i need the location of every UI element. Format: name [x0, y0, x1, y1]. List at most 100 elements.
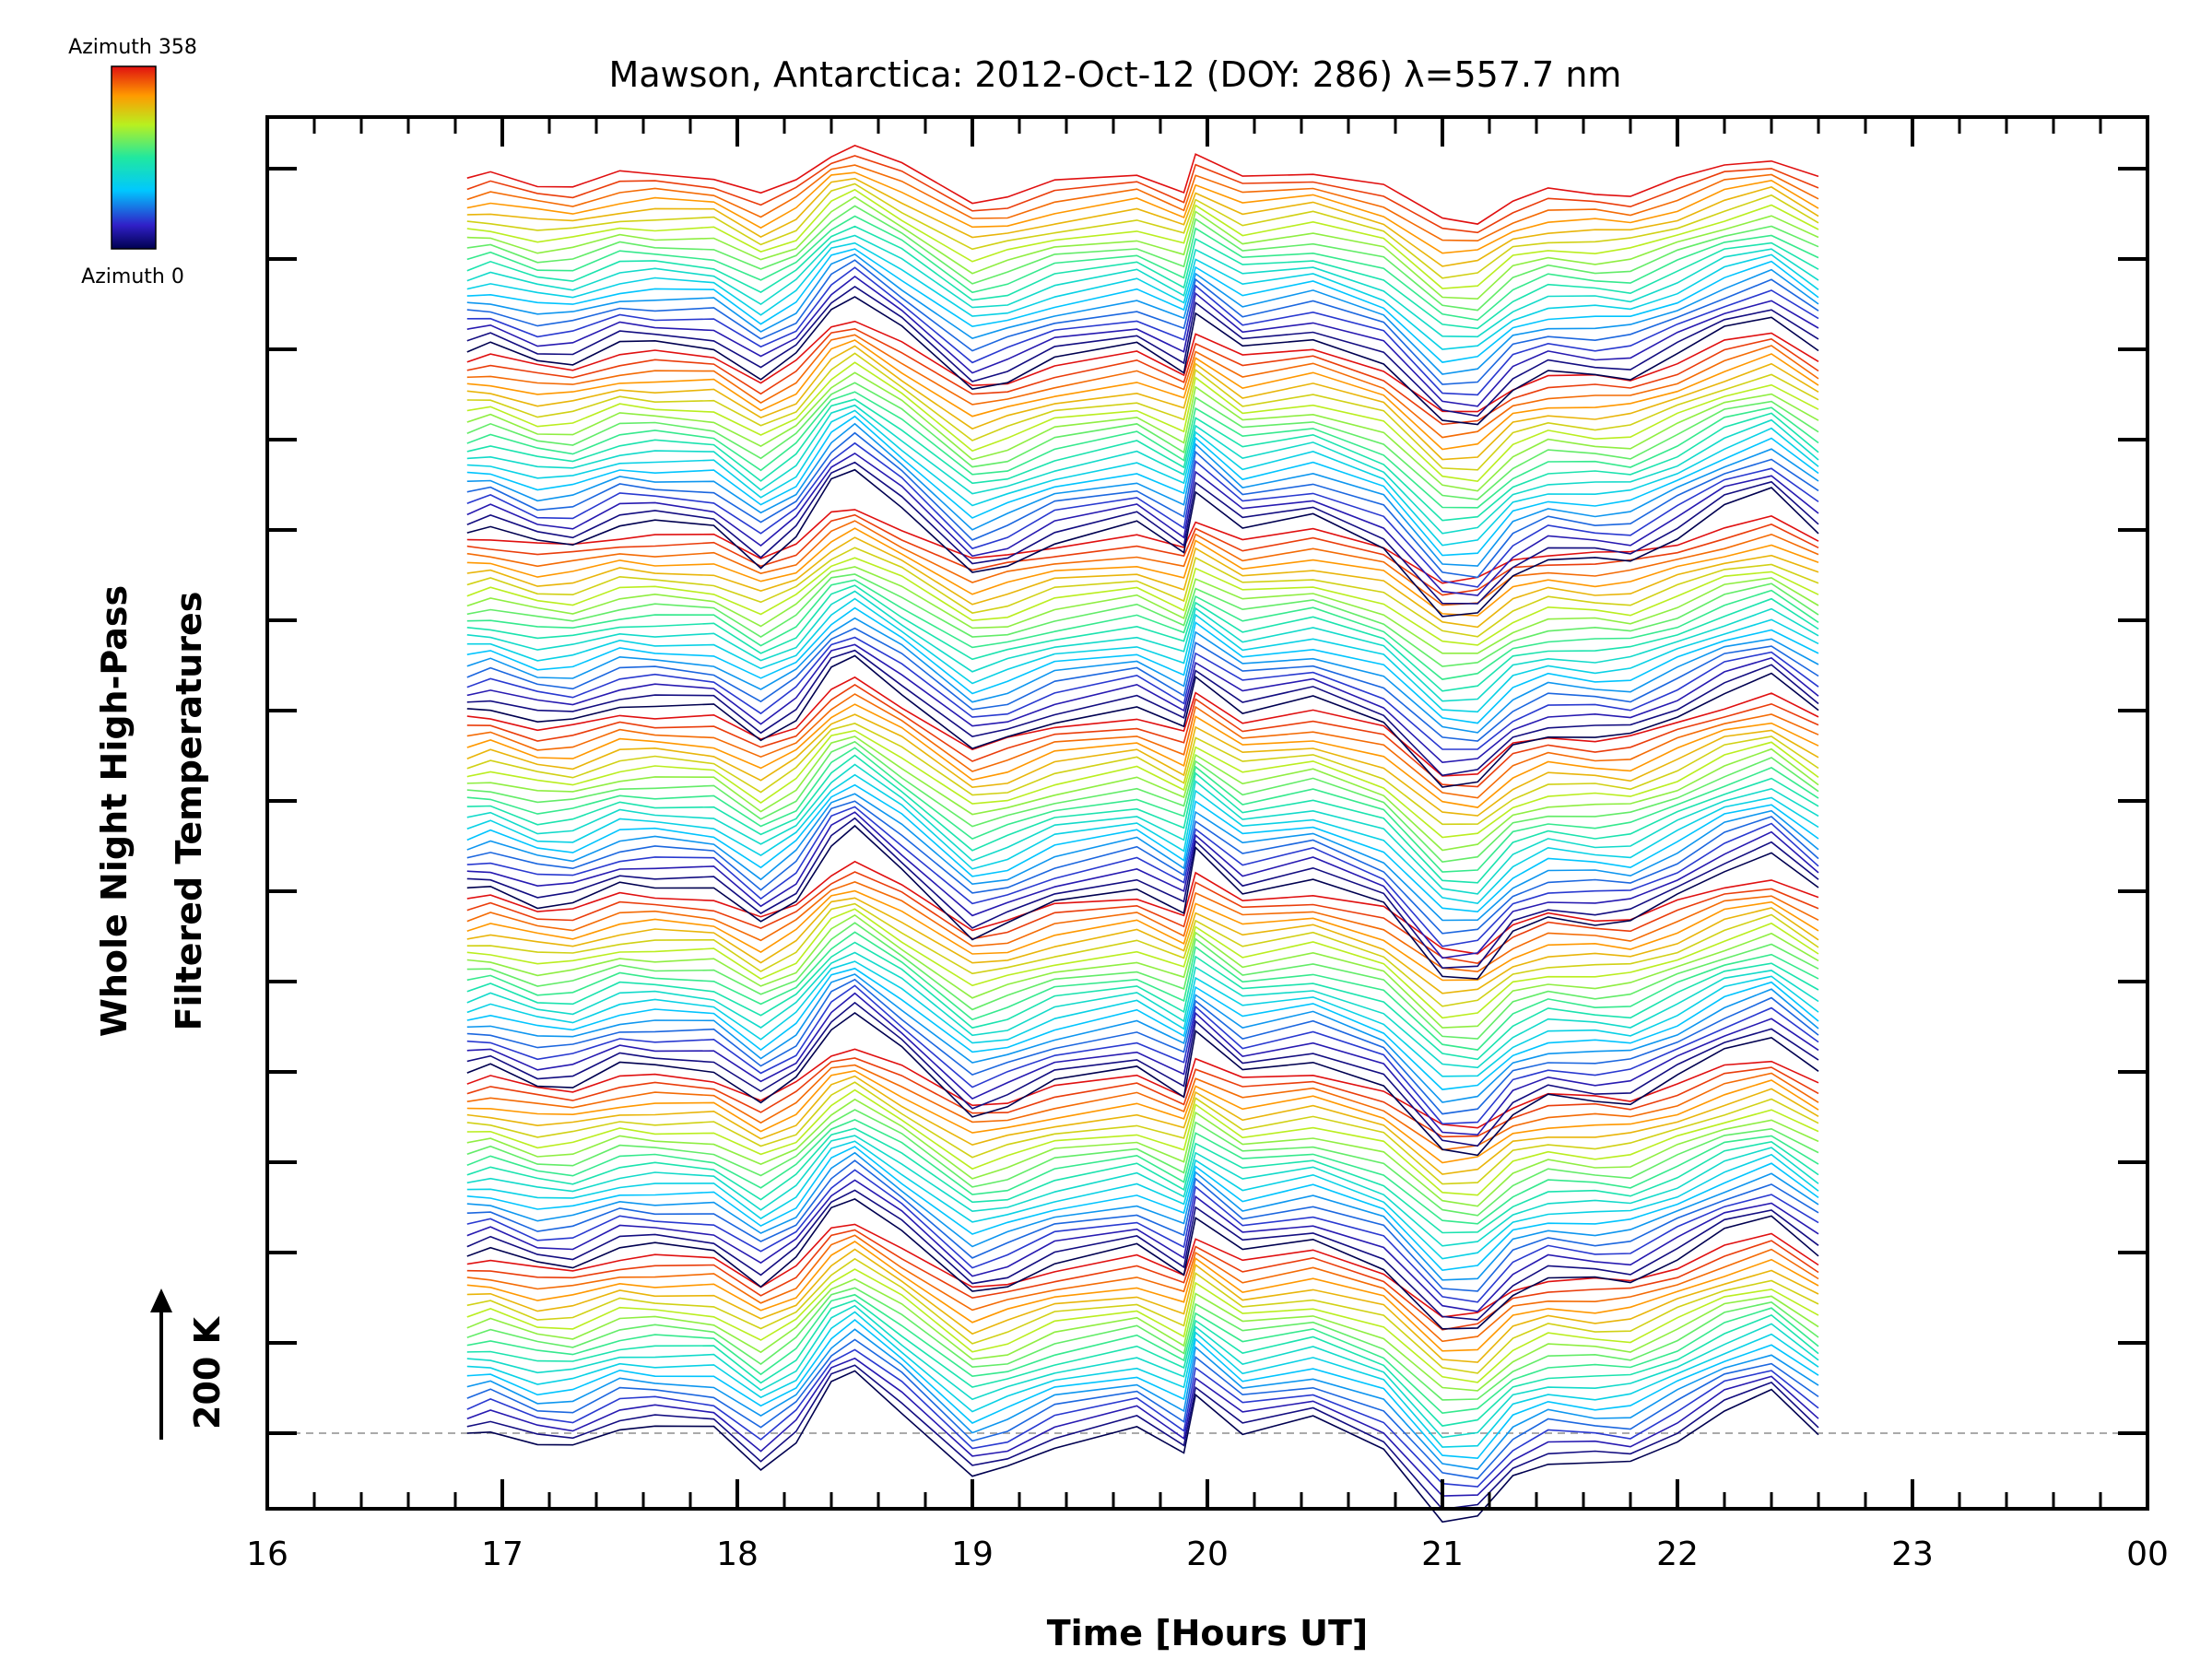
azimuth-series-line	[466, 811, 1819, 959]
azimuth-series-line	[466, 352, 1819, 471]
azimuth-series-line	[466, 382, 1819, 500]
azimuth-series-line	[466, 195, 1819, 300]
azimuth-series-line	[466, 286, 1819, 418]
azimuth-series-line	[466, 973, 1819, 1103]
azimuth-series-line	[466, 913, 1819, 1029]
azimuth-series-line	[466, 1057, 1819, 1138]
x-tick-label: 19	[951, 1535, 994, 1573]
azimuth-series-line	[466, 676, 1819, 777]
colorbar: Azimuth 358 Azimuth 0	[68, 36, 197, 288]
azimuth-series-line	[466, 422, 1819, 567]
azimuth-series-line	[466, 881, 1819, 973]
azimuth-series-line	[466, 468, 1819, 618]
azimuth-series-line	[466, 520, 1819, 606]
azimuth-series-line	[466, 889, 1819, 982]
azimuth-series-line	[466, 461, 1819, 605]
colorbar-gradient	[111, 65, 157, 250]
azimuth-series-line	[466, 951, 1819, 1069]
azimuth-series-line	[466, 441, 1819, 588]
azimuth-series-line	[466, 684, 1819, 788]
azimuth-series-line	[466, 908, 1819, 1019]
azimuth-series-line	[466, 155, 1819, 234]
azimuth-series-line	[466, 1311, 1819, 1448]
azimuth-series-line	[466, 740, 1819, 864]
x-axis: 16 17 18 19 20 21 22 23 00	[246, 117, 2169, 1573]
azimuth-series-line	[466, 145, 1819, 225]
azimuth-series-line	[466, 871, 1819, 965]
azimuth-series-line	[466, 248, 1819, 363]
azimuth-series-line	[466, 1151, 1819, 1281]
azimuth-series-line	[466, 415, 1819, 557]
azimuth-series-line	[466, 452, 1819, 596]
azimuth-series-line	[466, 1357, 1819, 1497]
azimuth-series-line	[466, 1223, 1819, 1318]
azimuth-series-line	[466, 431, 1819, 579]
azimuth-series-line	[466, 1293, 1819, 1415]
azimuth-series-line	[466, 164, 1819, 242]
azimuth-series-line	[466, 345, 1819, 461]
azimuth-series-line	[466, 590, 1819, 702]
azimuth-series-line	[466, 391, 1819, 509]
scale-arrow-head	[150, 1288, 172, 1312]
azimuth-series-line	[466, 1169, 1819, 1303]
azimuth-series-line	[466, 729, 1819, 839]
x-tick-label: 22	[1656, 1535, 1699, 1573]
azimuth-series-line	[466, 215, 1819, 322]
azimuth-series-line	[466, 1159, 1819, 1292]
azimuth-series-line	[466, 547, 1819, 638]
azimuth-series-line	[466, 1135, 1819, 1247]
azimuth-series-line	[466, 793, 1819, 922]
azimuth-series-line	[466, 1278, 1819, 1392]
azimuth-series-line	[466, 404, 1819, 535]
azimuth-series-line	[466, 967, 1819, 1090]
azimuth-series-line	[466, 1064, 1819, 1151]
azimuth-series-line	[466, 409, 1819, 547]
azimuth-series-line	[466, 747, 1819, 873]
azimuth-series-line	[466, 1012, 1819, 1157]
azimuth-series-line	[466, 1338, 1819, 1479]
y-axis	[267, 167, 2147, 1435]
azimuth-series-line	[466, 636, 1819, 750]
azimuth-series-line	[466, 1146, 1819, 1272]
chart-title: Mawson, Antarctica: 2012-Oct-12 (DOY: 28…	[609, 54, 1622, 95]
azimuth-series-line	[466, 557, 1819, 646]
azimuth-series-line	[466, 1075, 1819, 1175]
azimuth-series-line	[466, 1081, 1819, 1185]
azimuth-series-line	[466, 735, 1819, 852]
azimuth-series-line	[466, 617, 1819, 734]
x-axis-label: Time [Hours UT]	[1047, 1613, 1369, 1653]
azimuth-series-line	[466, 1364, 1819, 1511]
azimuth-series-line	[466, 806, 1819, 947]
x-tick-label: 18	[716, 1535, 759, 1573]
azimuth-series-line	[466, 361, 1819, 483]
series-layer	[466, 145, 1819, 1524]
azimuth-series-line	[466, 754, 1819, 884]
azimuth-series-line	[466, 398, 1819, 522]
azimuth-series-line	[466, 763, 1819, 895]
scale-indicator: 200 K	[150, 1288, 228, 1440]
azimuth-series-line	[466, 643, 1819, 764]
azimuth-series-line	[466, 1287, 1819, 1401]
azimuth-series-line	[466, 773, 1819, 905]
azimuth-series-line	[466, 654, 1819, 788]
azimuth-series-line	[466, 182, 1819, 279]
azimuth-series-line	[466, 536, 1819, 629]
azimuth-series-line	[466, 1257, 1819, 1374]
azimuth-series-line	[466, 573, 1819, 667]
azimuth-series-line	[466, 817, 1819, 970]
azimuth-series-line	[466, 1348, 1819, 1488]
azimuth-series-line	[466, 1234, 1819, 1343]
azimuth-series-line	[466, 1370, 1819, 1524]
x-tick-label: 21	[1421, 1535, 1464, 1573]
azimuth-series-line	[466, 327, 1819, 426]
azimuth-series-line	[466, 1304, 1819, 1439]
azimuth-series-line	[466, 1268, 1819, 1383]
azimuth-series-line	[466, 225, 1819, 330]
azimuth-series-line	[466, 978, 1819, 1115]
y-axis-label-line1: Whole Night High-Pass	[94, 585, 135, 1037]
x-tick-label: 20	[1186, 1535, 1229, 1573]
x-tick-label: 17	[481, 1535, 524, 1573]
azimuth-series-line	[466, 723, 1819, 826]
azimuth-series-line	[466, 584, 1819, 692]
